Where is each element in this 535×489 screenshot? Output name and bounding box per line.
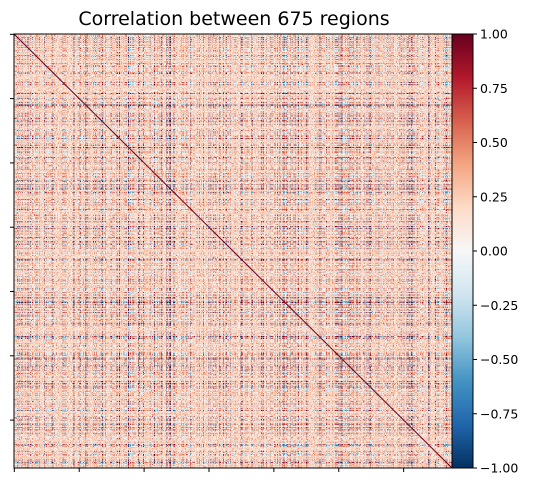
colorbar-tick-label: 0.00: [480, 244, 508, 259]
colorbar-tick-label: −1.00: [480, 461, 518, 476]
correlation-heatmap: [13, 33, 453, 469]
colorbar-tick-label: 0.50: [480, 135, 508, 150]
colorbar: 1.00 0.75 0.50 0.25 0.00 −0.25 −0.50 −0.75 −1.00: [451, 27, 518, 476]
colorbar-tick-label: 0.25: [480, 189, 508, 204]
diagonal-line: [13, 33, 453, 469]
colorbar-ticks: 1.00 0.75 0.50 0.25 0.00 −0.25 −0.50 −0.75 −1.00: [473, 27, 518, 476]
chart-title: Correlation between 675 regions: [78, 8, 389, 30]
colorbar-tick-label: 0.75: [480, 81, 508, 96]
colorbar-tick-label: 1.00: [480, 27, 508, 42]
axis-ticks: [10, 33, 405, 472]
colorbar-tick-label: −0.50: [480, 352, 518, 367]
colorbar-tick-label: −0.75: [480, 406, 518, 421]
colorbar-gradient: [452, 34, 473, 468]
colorbar-tick-label: −0.25: [480, 298, 518, 313]
